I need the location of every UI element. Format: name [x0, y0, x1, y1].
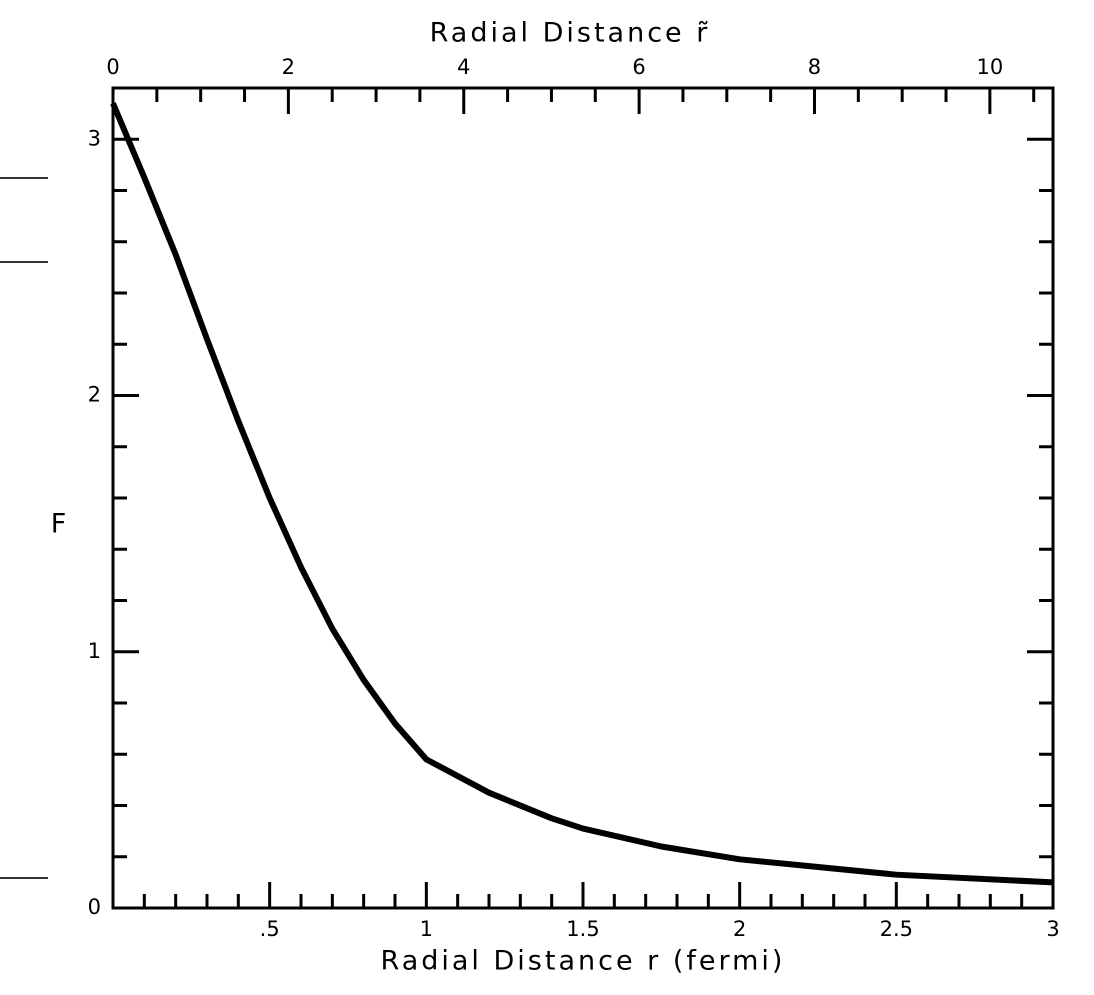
y-tick-label: 0: [88, 895, 101, 919]
x-tick-label: 3: [1046, 917, 1059, 941]
x2-tick-label: 6: [632, 55, 645, 79]
x2-tick-label: 4: [457, 55, 470, 79]
y-tick-label: 1: [88, 639, 101, 663]
plot-frame: [111, 86, 1055, 910]
x2-axis-label: Radial Distance r̃: [430, 18, 711, 49]
x2-tick-label: 8: [808, 55, 821, 79]
x-tick-label: 2.5: [880, 917, 913, 941]
x2-tick-label: 2: [282, 55, 295, 79]
data-line: [110, 102, 1054, 886]
x-tick-label: .5: [260, 917, 280, 941]
x2-tick-label: 10: [976, 55, 1003, 79]
x-tick-label: 1: [420, 917, 433, 941]
y-tick-label: 2: [88, 383, 101, 407]
x-tick-label: 2: [733, 917, 746, 941]
x-tick-label: 1.5: [566, 917, 599, 941]
x2-tick-label: 0: [106, 55, 119, 79]
x-axis-label: Radial Distance r (fermi): [381, 946, 786, 977]
y-axis-label: F: [51, 509, 70, 540]
y-tick-label: 3: [88, 126, 101, 150]
